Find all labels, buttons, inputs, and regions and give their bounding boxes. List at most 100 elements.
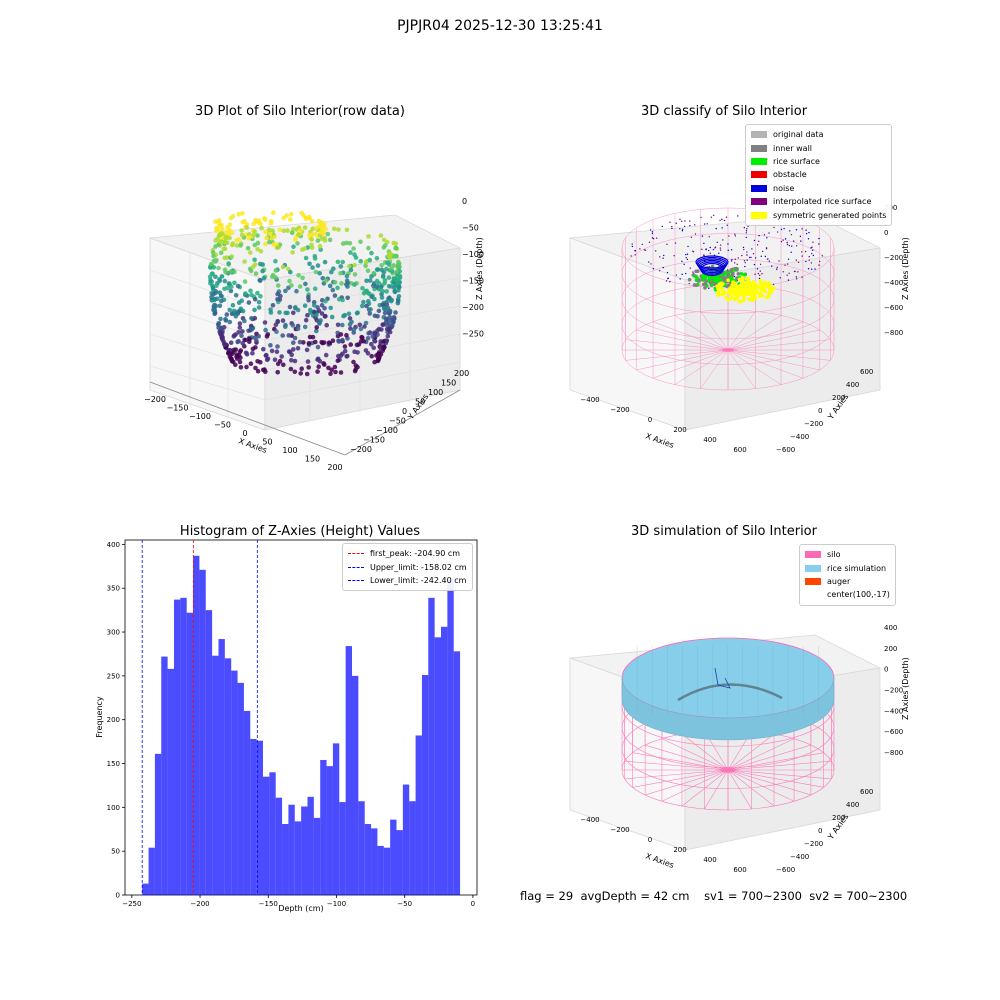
noise-ring xyxy=(698,259,726,274)
raw-data-point xyxy=(316,308,322,313)
raw-data-point xyxy=(275,297,280,302)
raw-data-point xyxy=(242,259,247,264)
raw-data-point xyxy=(336,227,341,232)
raw-data-point xyxy=(303,255,309,261)
interpolated-point xyxy=(808,256,810,258)
raw-data-point xyxy=(355,310,360,315)
raw-data-point xyxy=(217,239,223,244)
raw-data-point xyxy=(316,218,322,224)
interpolated-point xyxy=(761,273,763,275)
interpolated-point xyxy=(643,249,646,251)
silo-wireframe-line xyxy=(727,752,824,771)
symmetric-point xyxy=(719,285,723,290)
raw-data-point xyxy=(369,274,374,279)
raw-data-point xyxy=(366,331,371,336)
y-tick-label: 600 xyxy=(860,368,873,376)
raw-data-point xyxy=(351,246,356,251)
z-tick-label: −150 xyxy=(462,277,484,286)
y-tick-label: 50 xyxy=(415,398,425,407)
histogram-bar xyxy=(250,738,257,895)
x-tick-label: 200 xyxy=(327,463,342,470)
raw-data-point xyxy=(379,295,385,300)
interpolated-point xyxy=(773,226,775,229)
interpolated-point xyxy=(665,280,668,282)
histogram-bar xyxy=(428,597,435,895)
legend-item-center: center(100,-17) xyxy=(805,588,890,601)
raw-data-point xyxy=(302,303,308,308)
interpolated-point xyxy=(745,236,748,239)
z-tick-label: −250 xyxy=(462,330,484,339)
raw-data-point xyxy=(384,289,389,294)
legend-line xyxy=(348,553,364,555)
raw-data-point xyxy=(291,244,296,250)
interpolated-point xyxy=(751,248,753,250)
y-tick-label: 400 xyxy=(107,541,120,549)
interpolated-point xyxy=(778,260,780,262)
interpolated-point xyxy=(671,227,673,230)
interpolated-point xyxy=(808,259,810,262)
raw-data-point xyxy=(335,358,341,363)
raw-data-point xyxy=(332,364,338,370)
interpolated-point xyxy=(685,253,687,256)
interpolated-point xyxy=(725,216,728,218)
interpolated-point xyxy=(750,256,752,259)
raw-data-point xyxy=(226,231,232,236)
interpolated-point xyxy=(764,255,767,258)
interpolated-point xyxy=(797,271,799,273)
symmetric-point xyxy=(753,296,758,301)
raw-data-point xyxy=(394,277,399,283)
silo-wireframe-line xyxy=(624,769,729,780)
raw-data-point xyxy=(248,268,254,274)
rice-surface-point xyxy=(703,286,707,290)
rice-surface-point xyxy=(739,272,744,276)
raw-data-point xyxy=(332,280,338,285)
interpolated-point xyxy=(743,260,746,262)
raw-data-point xyxy=(327,283,333,289)
interpolated-point xyxy=(753,263,756,266)
interpolated-point xyxy=(786,241,788,244)
raw-data-point xyxy=(304,347,310,353)
silo-wireframe-line xyxy=(625,339,729,351)
interpolated-point xyxy=(669,221,671,223)
raw-data-point xyxy=(336,339,342,344)
histogram-bar xyxy=(453,651,461,895)
raw-data-point xyxy=(396,261,402,266)
raw-data-point xyxy=(222,341,227,347)
raw-data-point xyxy=(330,287,336,293)
interpolated-point xyxy=(709,252,712,255)
interpolated-point xyxy=(812,254,815,257)
silo-wireframe-line xyxy=(661,738,729,771)
raw-data-point xyxy=(270,274,275,279)
raw-data-point xyxy=(272,234,277,239)
rice-surface-point xyxy=(727,283,731,288)
interpolated-point xyxy=(796,278,798,280)
interpolated-point xyxy=(792,240,795,242)
legend-item-upper-limit: Upper_limit: -158.02 cm xyxy=(348,560,467,573)
interpolated-point xyxy=(737,215,739,217)
raw-data-point xyxy=(212,297,217,303)
x-tick-label: −150 xyxy=(259,900,278,908)
silo-wireframe-line xyxy=(624,760,729,771)
symmetric-point xyxy=(729,286,733,291)
raw-data-point xyxy=(360,285,365,291)
raw-data-point xyxy=(278,293,283,299)
raw-data-point xyxy=(384,338,390,344)
interpolated-point xyxy=(757,272,760,275)
symmetric-point xyxy=(731,280,735,284)
raw-data-point xyxy=(218,232,223,237)
symmetric-point xyxy=(755,285,760,290)
interpolated-point xyxy=(801,228,803,230)
x-tick-label: 600 xyxy=(733,866,746,874)
raw-data-point xyxy=(372,296,377,302)
interpolated-point xyxy=(795,276,798,278)
silo-wireframe-line xyxy=(632,769,729,788)
symmetric-point xyxy=(750,298,754,303)
raw-data-point xyxy=(366,245,371,251)
interpolated-point xyxy=(804,250,807,253)
raw-data-point xyxy=(352,282,357,287)
raw-data-point xyxy=(226,261,231,266)
raw-data-point xyxy=(323,313,328,319)
raw-data-point xyxy=(256,300,262,305)
raw-data-point xyxy=(273,268,279,273)
legend-item-rice-surface: rice surface xyxy=(751,155,886,168)
